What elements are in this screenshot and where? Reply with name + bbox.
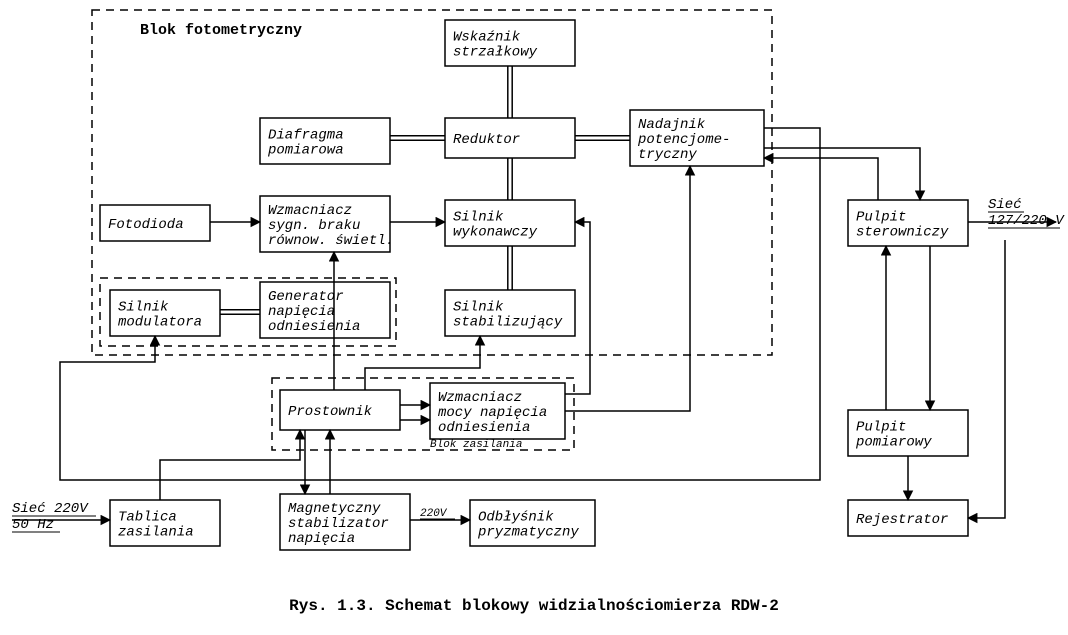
node-wzmac2-label: odniesienia	[438, 420, 530, 436]
node-mag_stab-label: stabilizator	[288, 516, 389, 532]
edge-a6	[365, 336, 480, 390]
edge-a14	[160, 430, 300, 500]
node-silnik_wyk-label: Silnik	[453, 210, 504, 226]
node-pulpit_st-label: sterowniczy	[856, 225, 949, 241]
svg-text:50 Hz: 50 Hz	[12, 517, 54, 533]
block-diagram: Blok fotometryczny Blok zasilania Wskaźnik…	[0, 0, 1068, 635]
edge-a3	[565, 166, 690, 411]
node-wzmac1-label: sygn. braku	[268, 218, 360, 234]
node-silnik_mod-label: modulatora	[118, 315, 202, 331]
edge-a16	[764, 158, 878, 200]
node-wzmac1-label: Wzmacniacz	[268, 203, 352, 219]
node-mag_stab-label: napięcia	[288, 531, 355, 547]
node-odblysnik-label: Odbłyśnik	[478, 510, 554, 526]
node-prostownik-label: Prostownik	[288, 404, 373, 420]
power-block-label: Blok zasilania	[430, 439, 522, 451]
node-wzmac2-label: mocy napięcia	[438, 405, 547, 421]
node-wzmac2-label: Wzmacniacz	[438, 390, 522, 406]
node-wskaznik-label: Wskaźnik	[453, 30, 521, 46]
svg-text:127/220 V: 127/220 V	[988, 213, 1065, 229]
svg-text:Sieć: Sieć	[988, 197, 1022, 213]
node-tablica-label: Tablica	[118, 510, 177, 526]
node-diafragma-label: pomiarowa	[267, 143, 344, 159]
node-silnik_wyk-label: wykonawczy	[453, 225, 538, 241]
node-silnik_mod-label: Silnik	[118, 300, 169, 316]
v220-label: 220V	[420, 508, 448, 520]
node-reduktor-label: Reduktor	[453, 132, 520, 148]
node-wskaznik-label: strzałkowy	[453, 45, 538, 61]
node-tablica-label: zasilania	[118, 525, 194, 541]
node-generator-label: Generator	[268, 289, 344, 305]
node-odblysnik-label: pryzmatyczny	[477, 525, 579, 541]
node-generator-label: napięcia	[268, 304, 335, 320]
node-fotodioda-label: Fotodioda	[108, 217, 184, 233]
node-nadajnik-label: Nadajnik	[638, 117, 706, 133]
node-mag_stab-label: Magnetyczny	[288, 501, 381, 517]
node-silnik_stb-label: Silnik	[453, 300, 504, 316]
node-silnik_stb-label: stabilizujący	[453, 315, 563, 331]
node-rejestr-label: Rejestrator	[856, 512, 948, 528]
edge-a21	[968, 240, 1005, 518]
svg-text:Sieć 220V: Sieć 220V	[12, 501, 89, 517]
node-pulpit_pom-label: pomiarowy	[855, 435, 932, 451]
node-nadajnik-label: tryczny	[638, 147, 697, 163]
node-nadajnik-label: potencjome-	[637, 132, 730, 148]
photometric-block-label: Blok fotometryczny	[140, 22, 302, 39]
node-diafragma-label: Diafragma	[268, 128, 344, 144]
node-pulpit_st-label: Pulpit	[856, 210, 906, 226]
edge-a15	[764, 148, 920, 200]
node-pulpit_pom-label: Pulpit	[856, 420, 906, 436]
node-wzmac1-label: równow. świetl.	[268, 233, 394, 249]
caption: Rys. 1.3. Schemat blokowy widzialnościom…	[289, 597, 779, 615]
node-generator-label: odniesienia	[268, 319, 360, 335]
